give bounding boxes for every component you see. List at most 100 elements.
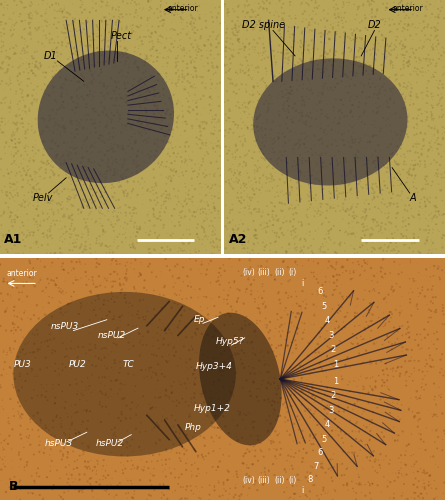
Point (258, 91, 265, 99)
Point (355, 420, 362, 428)
Point (122, 209, 129, 217)
Point (415, 342, 422, 349)
Point (198, 390, 206, 398)
Point (189, 223, 196, 231)
Point (166, 486, 173, 494)
Point (400, 472, 407, 480)
Point (131, 388, 138, 396)
Point (36, 438, 44, 446)
Point (438, 152, 445, 160)
Point (331, 9, 338, 17)
Point (385, 209, 392, 217)
Point (80, 450, 87, 458)
Point (396, 40, 404, 48)
Point (285, 452, 292, 460)
Point (427, 264, 434, 272)
Point (250, 155, 257, 163)
Point (214, 424, 221, 432)
Point (239, 62, 246, 70)
Point (117, 380, 124, 388)
Point (52, 118, 59, 126)
Point (169, 132, 176, 140)
Point (176, 143, 183, 151)
Point (418, 145, 425, 153)
Point (158, 418, 165, 426)
Point (57, 104, 64, 112)
Point (124, 444, 131, 452)
Point (96, 305, 103, 313)
Point (160, 91, 167, 99)
Point (97, 162, 104, 170)
Point (185, 152, 192, 160)
Point (322, 489, 329, 497)
Point (9, 193, 16, 201)
Point (425, 249, 432, 257)
Point (299, 169, 307, 177)
Point (257, 189, 264, 197)
Point (361, 152, 368, 160)
Point (163, 6, 170, 14)
Point (324, 352, 331, 360)
Point (210, 145, 217, 153)
Point (244, 123, 251, 131)
Point (215, 142, 222, 150)
Point (19, 218, 26, 226)
Point (367, 138, 374, 145)
Point (110, 212, 117, 220)
Point (427, 60, 434, 68)
Point (60, 104, 67, 112)
Point (103, 72, 110, 80)
Point (387, 239, 394, 247)
Point (415, 54, 422, 62)
Point (412, 171, 419, 179)
Point (424, 113, 431, 121)
Point (31, 348, 38, 356)
Point (354, 200, 361, 208)
Point (414, 214, 421, 222)
Point (364, 455, 371, 463)
Point (31, 70, 38, 78)
Point (408, 0, 415, 6)
Point (144, 212, 151, 220)
Point (158, 488, 166, 496)
Point (389, 364, 396, 372)
Point (368, 230, 376, 238)
Point (94, 490, 101, 498)
Point (239, 240, 246, 248)
Point (86, 474, 93, 482)
Point (429, 144, 436, 152)
Point (110, 435, 117, 443)
Point (74, 387, 81, 395)
Point (383, 42, 390, 50)
Point (123, 225, 130, 233)
Point (123, 402, 130, 409)
Point (49, 38, 56, 46)
Point (3, 190, 10, 198)
Point (1, 143, 8, 151)
Point (414, 65, 421, 73)
Point (102, 228, 109, 236)
Point (259, 480, 267, 488)
Point (192, 15, 199, 23)
Point (83, 281, 90, 289)
Point (176, 423, 183, 431)
Point (48, 234, 55, 242)
Point (15, 410, 22, 418)
Point (247, 420, 254, 428)
Point (154, 324, 162, 332)
Point (414, 468, 421, 475)
Point (190, 490, 197, 498)
Point (12, 143, 19, 151)
Point (231, 82, 239, 90)
Point (231, 155, 239, 163)
Point (320, 85, 327, 93)
Point (7, 80, 14, 88)
Point (118, 286, 125, 294)
Point (306, 188, 313, 196)
Point (194, 470, 202, 478)
Point (97, 388, 104, 396)
Point (34, 73, 41, 81)
Point (372, 456, 379, 464)
Point (127, 476, 134, 484)
Point (128, 398, 135, 406)
